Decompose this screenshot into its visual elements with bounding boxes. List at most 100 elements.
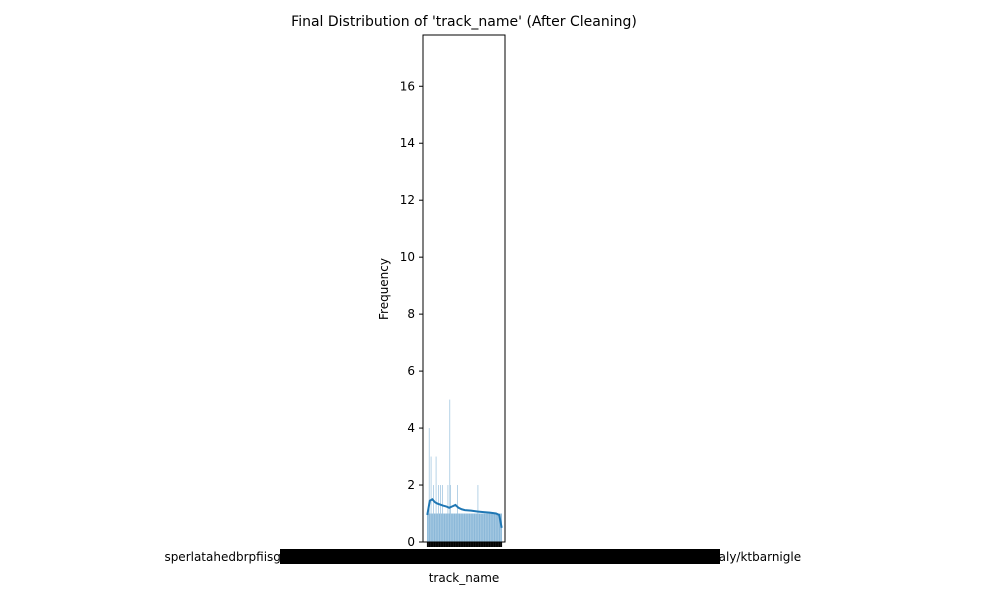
- histogram-bar: [470, 513, 472, 542]
- histogram-bar: [455, 513, 457, 542]
- histogram-bar: [445, 513, 446, 542]
- histogram-bar: [432, 513, 434, 542]
- y-tick-label: 12: [400, 193, 415, 207]
- histogram-bar: [467, 513, 468, 542]
- histogram-bar: [453, 513, 455, 542]
- histogram-bar: [482, 513, 483, 542]
- histogram-bar: [495, 513, 497, 542]
- x-tick-labels-overlap-right: //)'/,1)/5 7/')'/;'7''1 N/'!'l"hl1lbalde…: [503, 550, 801, 564]
- histogram-bar: [466, 513, 467, 542]
- histogram-bar: [448, 513, 450, 542]
- histogram-bar: [497, 513, 499, 542]
- histogram-bar: [439, 513, 441, 542]
- histogram-bar: [462, 513, 464, 542]
- histogram-bar: [441, 513, 442, 542]
- chart-title: Final Distribution of 'track_name' (Afte…: [291, 14, 637, 30]
- x-tick-labels-overlap-left: sperlatahedbrpfiisgalfiy ta;1'1 /'11F7/Z…: [164, 550, 426, 564]
- x-tick-label-band: [280, 549, 720, 564]
- y-tick-label: 10: [400, 250, 415, 264]
- histogram-bar: [492, 513, 494, 542]
- histogram-bar: [428, 428, 430, 542]
- histogram-bar: [460, 513, 462, 542]
- histogram-bar: [490, 513, 491, 542]
- histogram-bar: [489, 513, 491, 542]
- y-tick-label: 16: [400, 79, 415, 93]
- histogram-bar: [435, 513, 436, 542]
- histogram-bar: [452, 513, 453, 542]
- y-tick-label: 2: [407, 478, 415, 492]
- histogram-bar: [472, 513, 473, 542]
- histogram-bar: [428, 513, 429, 542]
- histogram-bar: [487, 513, 489, 542]
- histogram-bar: [481, 513, 482, 542]
- histogram-bar: [438, 513, 440, 542]
- histogram-bar: [449, 399, 451, 542]
- histogram-bar: [438, 485, 439, 542]
- histogram-bar: [453, 513, 454, 542]
- histogram-bar: [465, 513, 466, 542]
- x-axis-label: track_name: [429, 571, 500, 585]
- histogram-bar: [473, 513, 474, 542]
- histogram-bar: [487, 513, 488, 542]
- histogram-bar: [447, 485, 449, 542]
- histogram-bar: [496, 513, 497, 542]
- histogram-bar: [472, 513, 474, 542]
- histogram-bar: [448, 513, 449, 542]
- histogram-bar: [450, 485, 451, 542]
- histogram-bar: [452, 513, 454, 542]
- bars-group: [427, 399, 502, 542]
- histogram-bar: [447, 513, 448, 542]
- histogram-bar: [488, 513, 489, 542]
- histogram-bar: [442, 513, 444, 542]
- histogram-bar: [457, 513, 459, 542]
- histogram-bar: [461, 513, 462, 542]
- histogram-bar: [450, 513, 452, 542]
- histogram-bar: [483, 513, 484, 542]
- histogram-bar: [471, 513, 472, 542]
- histogram-bar: [480, 513, 481, 542]
- histogram-bar: [486, 513, 487, 542]
- histogram-bar: [433, 485, 434, 542]
- histogram-bar: [460, 513, 461, 542]
- histogram-bar: [475, 513, 476, 542]
- histogram-bar: [477, 513, 478, 542]
- kde-line: [426, 498, 503, 528]
- histogram-bar: [464, 513, 466, 542]
- histogram-bar: [445, 513, 447, 542]
- histogram-bar: [468, 513, 470, 542]
- histogram-bar: [444, 513, 446, 542]
- histogram-bar: [470, 513, 471, 542]
- histogram-bar: [454, 513, 456, 542]
- histogram-bar: [484, 513, 486, 542]
- histogram-bar: [435, 456, 437, 542]
- histogram-bar: [436, 513, 437, 542]
- histogram-bar: [432, 513, 433, 542]
- histogram-bar: [443, 513, 444, 542]
- histogram-bar: [499, 513, 501, 542]
- histogram-bar: [443, 513, 445, 542]
- histogram-bar: [498, 513, 499, 542]
- histogram-bar: [437, 513, 438, 542]
- histogram-bar: [493, 513, 495, 542]
- y-tick-label: 6: [407, 364, 415, 378]
- y-tick-label: 8: [407, 307, 415, 321]
- histogram-bar: [457, 485, 458, 542]
- histogram-bar: [459, 513, 461, 542]
- histogram-bar: [463, 513, 465, 542]
- histogram-bar: [467, 513, 469, 542]
- histogram-bar: [433, 513, 435, 542]
- histogram-bar: [494, 513, 496, 542]
- histogram-bar: [451, 513, 452, 542]
- histogram-bar: [462, 513, 463, 542]
- histogram-bar: [469, 513, 471, 542]
- histogram-bar: [442, 485, 443, 542]
- histogram-bar: [490, 513, 492, 542]
- histogram-bar: [500, 513, 501, 542]
- histogram-bar: [476, 513, 477, 542]
- histogram-bar: [440, 513, 442, 542]
- histogram-bar: [431, 513, 432, 542]
- histogram-bar: [475, 513, 477, 542]
- histogram-bar: [497, 513, 498, 542]
- histogram-bar: [479, 513, 481, 542]
